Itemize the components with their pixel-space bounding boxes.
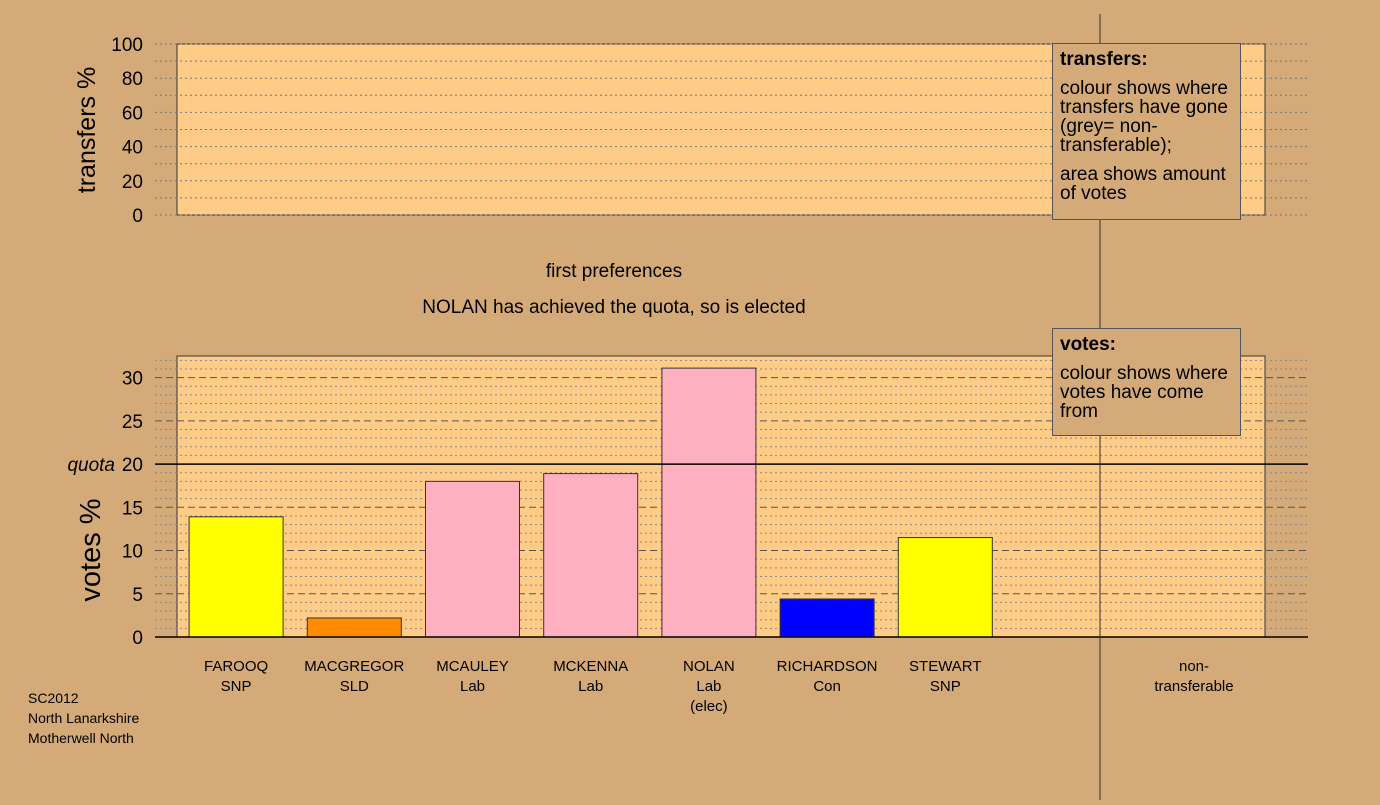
bar-mckenna: [543, 473, 639, 638]
transfers-y-tick-label: 0: [132, 206, 143, 227]
bar-stewart: [897, 537, 993, 638]
bar-mcauley: [425, 480, 520, 638]
transfers-y-axis-label: transfers %: [73, 67, 101, 193]
x-label-party: Lab: [696, 678, 721, 695]
votes-y-tick-label: 5: [132, 585, 143, 606]
votes-legend-text: colour shows where votes have come from: [1060, 363, 1228, 422]
votes-y-tick-label: 15: [122, 498, 143, 519]
votes-y-tick-label: 25: [122, 412, 143, 433]
bar-macgregor: [306, 617, 402, 638]
x-label-candidate: RICHARDSON: [777, 658, 878, 675]
x-label-party: Con: [813, 678, 841, 695]
transfers-legend-text-2: area shows amount of votes: [1060, 164, 1226, 204]
x-label-candidate: NOLAN: [683, 658, 735, 675]
x-label-note: (elec): [690, 698, 728, 715]
votes-y-axis-label: votes %: [75, 498, 107, 601]
bar-richardson: [779, 598, 875, 638]
votes-legend: votes: colour shows where votes have com…: [1052, 328, 1241, 436]
x-label-candidate: FAROOQ: [204, 658, 268, 675]
transfers-legend-text-1: colour shows where transfers have gone (…: [1060, 78, 1228, 156]
x-label-candidate: MCKENNA: [553, 658, 628, 675]
x-label-candidate: MCAULEY: [436, 658, 509, 675]
footer-line-council: North Lanarkshire: [28, 710, 140, 726]
x-label-party: SNP: [221, 678, 252, 695]
x-label-party: SLD: [340, 678, 369, 695]
non-transferable-label-line2: transferable: [1154, 678, 1233, 695]
footer-line-election: SC2012: [28, 690, 79, 706]
quota-label: quota: [67, 455, 115, 476]
votes-legend-title: votes:: [1060, 334, 1116, 355]
transfers-legend-title: transfers:: [1060, 49, 1148, 70]
non-transferable-label-line1: non-: [1179, 658, 1209, 675]
transfers-y-tick-label: 100: [111, 35, 143, 56]
votes-y-tick-label: 0: [132, 628, 143, 649]
chart-title: first preferences: [546, 261, 682, 282]
bar-nolan: [661, 367, 757, 638]
votes-y-tick-label: 10: [122, 542, 143, 563]
votes-y-tick-label: 20: [122, 455, 143, 476]
transfers-y-tick-label: 80: [122, 69, 143, 90]
bar-farooq: [188, 516, 284, 638]
transfers-y-tick-label: 20: [122, 172, 143, 193]
transfers-y-tick-label: 40: [122, 138, 143, 159]
footer-caption: SC2012 North Lanarkshire Motherwell Nort…: [28, 688, 139, 748]
footer-line-ward: Motherwell North: [28, 730, 134, 746]
chart-subtitle: NOLAN has achieved the quota, so is elec…: [422, 297, 805, 318]
transfers-legend: transfers: colour shows where transfers …: [1052, 43, 1241, 220]
x-label-candidate: STEWART: [909, 658, 982, 675]
x-label-party: Lab: [578, 678, 603, 695]
votes-y-tick-label: 30: [122, 369, 143, 390]
x-label-party: Lab: [460, 678, 485, 695]
x-label-candidate: MACGREGOR: [304, 658, 404, 675]
x-label-party: SNP: [930, 678, 961, 695]
transfers-y-tick-label: 60: [122, 103, 143, 124]
